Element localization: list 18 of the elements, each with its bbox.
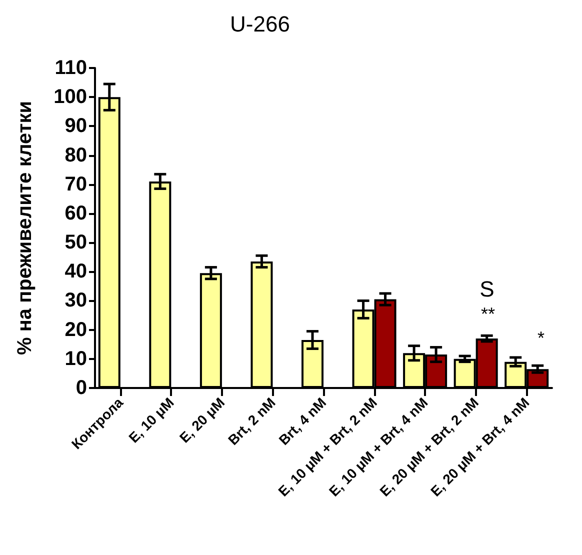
y-tick-label: 100 <box>54 86 87 108</box>
chart-title: U-266 <box>230 12 290 36</box>
y-tick-label: 70 <box>64 173 87 196</box>
y-tick-label: 60 <box>64 202 87 224</box>
y-tick-label: 10 <box>64 348 87 370</box>
y-tick-label: 20 <box>64 318 87 341</box>
annotation: S <box>480 276 494 302</box>
y-tick-label: 50 <box>64 232 87 254</box>
annotation: * <box>537 328 545 348</box>
y-tick-label: 40 <box>64 260 87 283</box>
y-tick-label: 90 <box>64 115 87 138</box>
y-tick-label: 110 <box>54 57 87 79</box>
y-tick-label: 30 <box>64 290 87 312</box>
y-tick-label: 0 <box>76 377 87 399</box>
y-tick-label: 80 <box>64 144 87 166</box>
annotation: ** <box>480 304 496 324</box>
x-tick-label: E, 10 μM <box>125 394 177 446</box>
y-axis-title: % на преживелите клетки <box>14 100 36 356</box>
